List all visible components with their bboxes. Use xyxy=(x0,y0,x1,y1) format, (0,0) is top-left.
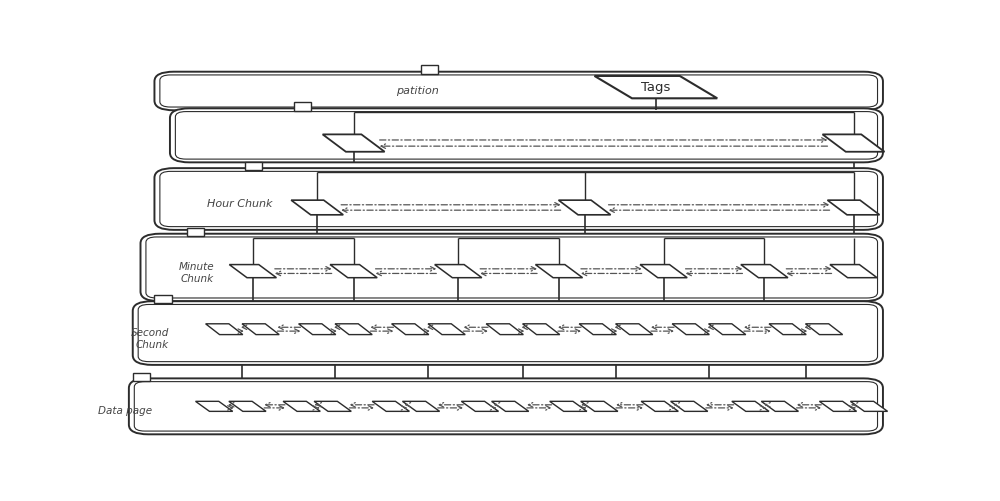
FancyBboxPatch shape xyxy=(154,72,883,110)
Polygon shape xyxy=(827,200,880,215)
Polygon shape xyxy=(535,265,583,278)
Polygon shape xyxy=(242,324,279,335)
Polygon shape xyxy=(330,265,377,278)
Polygon shape xyxy=(709,324,746,335)
Polygon shape xyxy=(761,401,798,411)
Bar xyxy=(294,102,311,111)
Polygon shape xyxy=(435,265,482,278)
Text: Data page: Data page xyxy=(98,406,152,416)
FancyBboxPatch shape xyxy=(133,301,883,365)
Polygon shape xyxy=(196,401,233,411)
Polygon shape xyxy=(323,134,385,152)
Polygon shape xyxy=(229,401,266,411)
FancyBboxPatch shape xyxy=(170,108,883,162)
Polygon shape xyxy=(523,324,560,335)
Text: Hour Chunk: Hour Chunk xyxy=(207,198,272,208)
Polygon shape xyxy=(579,324,616,335)
FancyBboxPatch shape xyxy=(154,168,883,230)
Text: Root: Root xyxy=(336,136,361,146)
Bar xyxy=(245,162,262,170)
Polygon shape xyxy=(299,324,336,335)
Polygon shape xyxy=(671,401,708,411)
Polygon shape xyxy=(741,265,788,278)
Polygon shape xyxy=(402,401,440,411)
Polygon shape xyxy=(372,401,409,411)
Polygon shape xyxy=(461,401,499,411)
Bar xyxy=(133,373,150,381)
Polygon shape xyxy=(830,265,877,278)
Polygon shape xyxy=(581,401,618,411)
Text: Second
Chunk: Second Chunk xyxy=(131,328,169,350)
Polygon shape xyxy=(206,324,243,335)
Polygon shape xyxy=(850,401,888,411)
Polygon shape xyxy=(486,324,523,335)
Text: patition: patition xyxy=(396,86,439,96)
Polygon shape xyxy=(314,401,351,411)
Polygon shape xyxy=(392,324,429,335)
Polygon shape xyxy=(594,76,717,98)
Polygon shape xyxy=(672,324,709,335)
Text: Minute
Chunk: Minute Chunk xyxy=(178,262,214,284)
Polygon shape xyxy=(616,324,653,335)
Polygon shape xyxy=(805,324,843,335)
Polygon shape xyxy=(819,401,857,411)
FancyBboxPatch shape xyxy=(140,233,883,301)
Polygon shape xyxy=(428,324,465,335)
Polygon shape xyxy=(640,265,687,278)
Polygon shape xyxy=(229,265,276,278)
Bar xyxy=(154,295,172,303)
Polygon shape xyxy=(550,401,587,411)
Polygon shape xyxy=(822,134,885,152)
Polygon shape xyxy=(335,324,372,335)
Polygon shape xyxy=(291,200,343,215)
Bar xyxy=(421,65,438,74)
Polygon shape xyxy=(283,401,320,411)
Polygon shape xyxy=(769,324,806,335)
Bar xyxy=(187,227,204,236)
Polygon shape xyxy=(492,401,529,411)
Polygon shape xyxy=(732,401,769,411)
Polygon shape xyxy=(641,401,678,411)
FancyBboxPatch shape xyxy=(129,378,883,434)
Text: Tags: Tags xyxy=(641,81,671,94)
Polygon shape xyxy=(559,200,611,215)
